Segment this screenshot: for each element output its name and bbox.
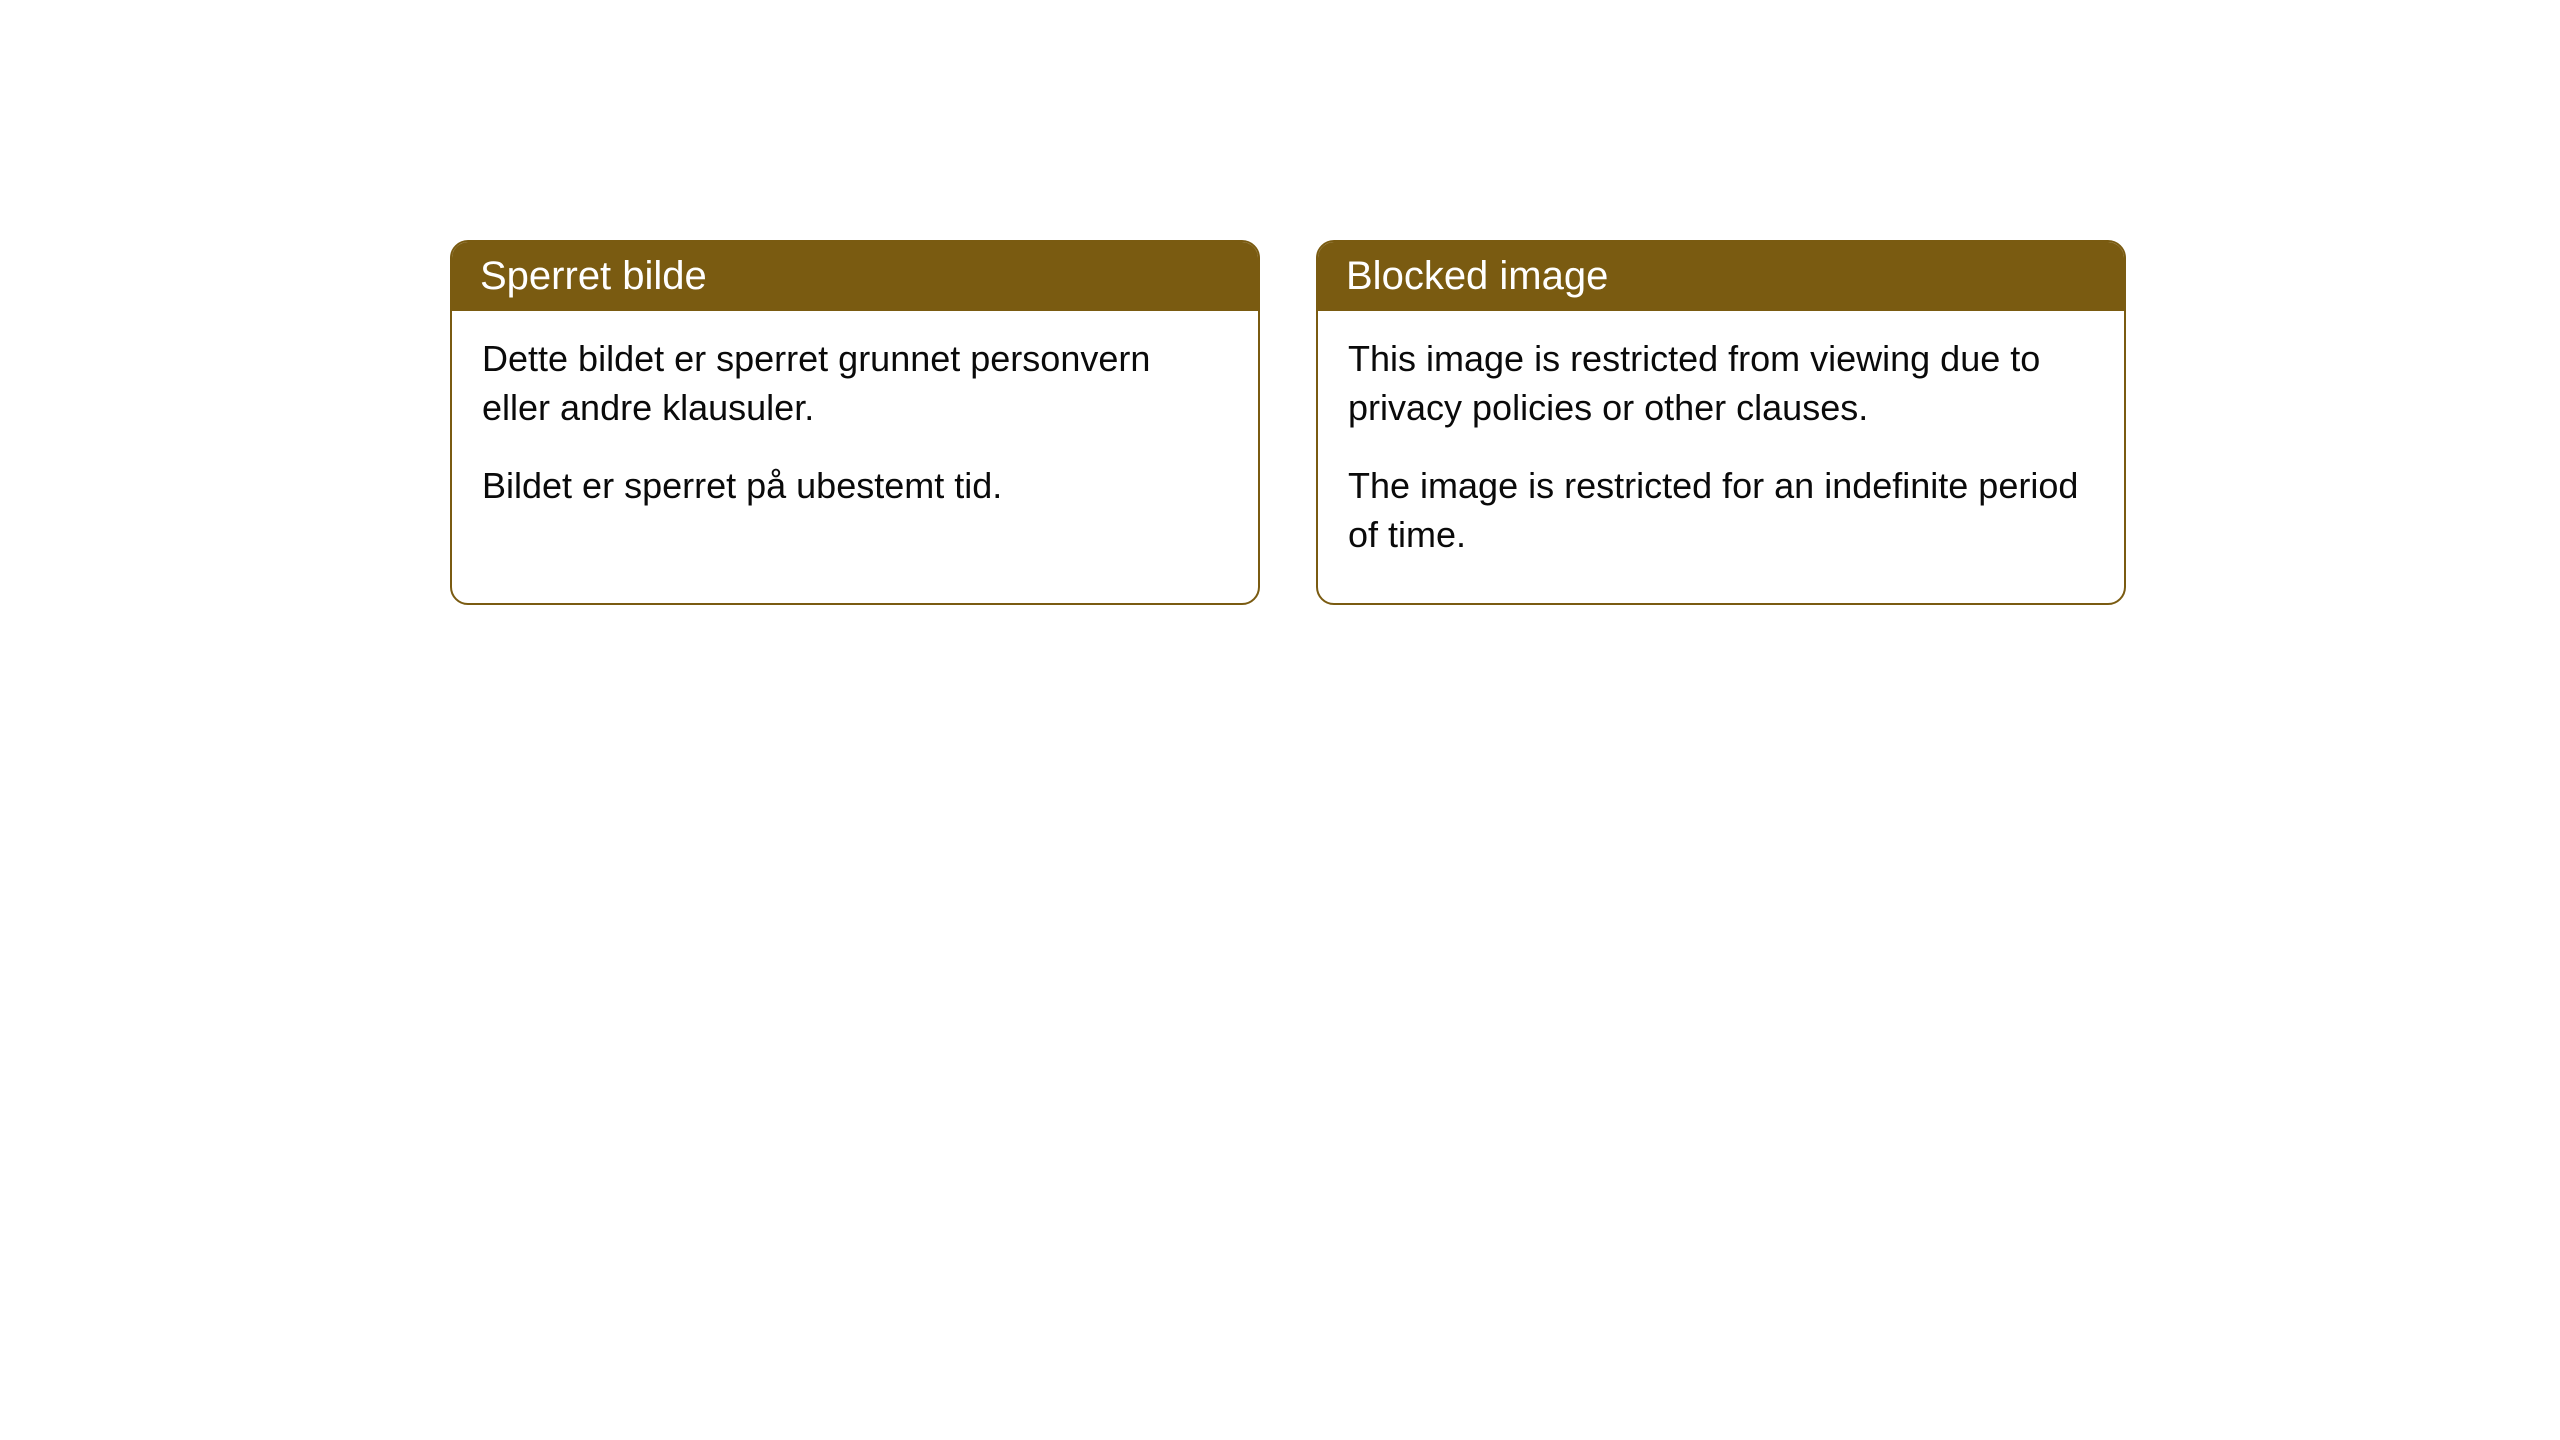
card-norwegian: Sperret bilde Dette bildet er sperret gr… xyxy=(450,240,1260,605)
card-header-norwegian: Sperret bilde xyxy=(452,242,1258,311)
cards-container: Sperret bilde Dette bildet er sperret gr… xyxy=(450,240,2126,605)
card-paragraph: Bildet er sperret på ubestemt tid. xyxy=(482,462,1228,511)
card-title: Blocked image xyxy=(1346,254,1608,298)
card-english: Blocked image This image is restricted f… xyxy=(1316,240,2126,605)
card-paragraph: The image is restricted for an indefinit… xyxy=(1348,462,2094,559)
card-paragraph: This image is restricted from viewing du… xyxy=(1348,335,2094,432)
card-title: Sperret bilde xyxy=(480,254,707,298)
card-header-english: Blocked image xyxy=(1318,242,2124,311)
card-body-english: This image is restricted from viewing du… xyxy=(1318,311,2124,603)
card-paragraph: Dette bildet er sperret grunnet personve… xyxy=(482,335,1228,432)
card-body-norwegian: Dette bildet er sperret grunnet personve… xyxy=(452,311,1258,555)
